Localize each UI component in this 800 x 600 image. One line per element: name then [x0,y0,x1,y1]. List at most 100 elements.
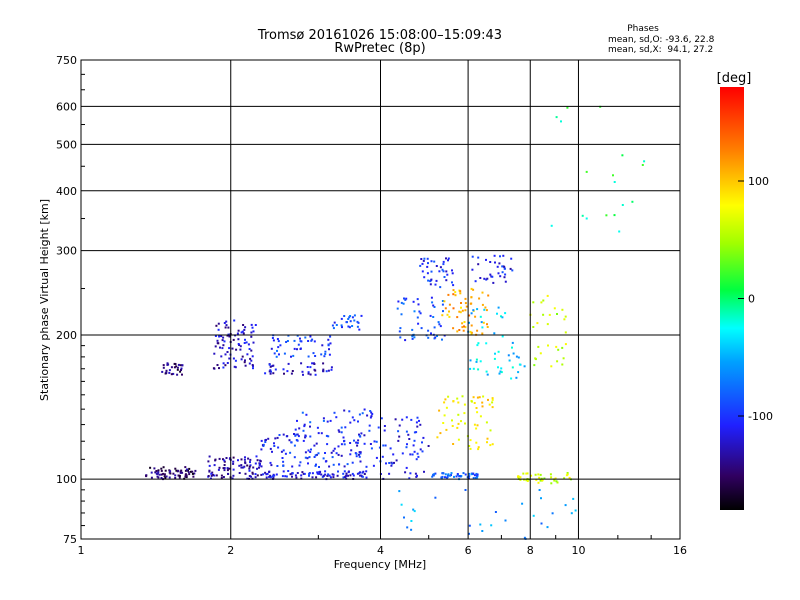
scatter-point [160,469,163,472]
scatter-point [482,395,485,398]
scatter-point [434,472,437,475]
grid-lines [81,60,680,539]
scatter-point [421,270,424,273]
scatter-point [302,373,304,376]
scatter-point [451,272,454,275]
scatter-point [504,280,507,283]
scatter-point [155,472,158,475]
scatter-point [322,362,325,365]
scatter-point [304,336,307,339]
scatter-point [448,315,451,318]
scatter-point [476,344,479,347]
scatter-point [526,472,529,475]
scatter-point [169,472,172,475]
scatter-point [327,338,330,341]
scatter-point [225,320,228,323]
scatter-point [287,470,290,472]
scatter-point [491,397,494,400]
scatter-point [442,270,445,273]
scatter-point [491,398,494,401]
scatter-point [284,452,287,455]
scatter-point [564,315,567,318]
scatter-point [249,461,251,464]
scatter-point [323,355,326,358]
scatter-point [155,470,158,472]
scatter-point [296,472,299,474]
scatter-point [333,321,336,324]
scatter-point [416,474,418,477]
scatter-point [468,477,470,480]
y-tick-label: 300 [56,245,77,258]
scatter-point [240,458,243,461]
scatter-point [284,475,287,478]
scatter-point [380,417,383,420]
scatter-point [443,414,446,417]
scatter-point [429,314,432,317]
scatter-point [489,444,492,447]
scatter-point [585,217,588,220]
scatter-point [249,458,252,461]
scatter-point [441,338,443,341]
scatter-point [329,335,332,338]
scatter-point [285,341,288,343]
scatter-point [550,365,553,368]
scatter-point [500,315,502,318]
scatter-point [468,445,471,447]
scatter-point [385,462,387,465]
scatter-point [282,470,285,473]
scatter-point [394,418,397,421]
scatter-point [493,357,496,360]
scatter-point [332,449,335,452]
scatter-point [301,471,304,474]
scatter-point [255,455,258,458]
scatter-point [412,300,415,303]
scatter-point [391,462,394,465]
chart-subtitle: RwPretec (8p) [334,41,425,56]
scatter-point [451,269,453,272]
scatter-point [502,265,505,268]
scatter-point [365,470,368,473]
scatter-point [308,474,310,477]
scatter-point [252,341,255,344]
scatter-point [504,519,507,522]
scatter-point [465,305,468,308]
scatter-point [555,480,558,483]
scatter-point [308,472,311,475]
scatter-point [304,434,307,437]
scatter-point [486,323,488,326]
scatter-point [485,309,488,312]
scatter-point [349,442,352,444]
scatter-point [358,453,360,456]
scatter-point [220,335,223,338]
scatter-point [488,403,491,406]
scatter-point [343,443,346,446]
scatter-point [358,328,361,331]
scatter-point [265,473,268,476]
scatter-point [351,472,354,475]
scatter-point [251,471,254,474]
scatter-point [441,300,444,302]
scatter-point [489,261,492,263]
scatter-point [359,460,362,463]
scatter-point [347,318,350,320]
scatter-point [566,472,569,474]
phases-line-o: mean, sd,O: -93.6, 22.8 [608,35,715,45]
scatter-point [533,364,536,367]
scatter-point [160,473,163,476]
scatter-point [322,370,325,373]
scatter-point [490,524,493,527]
scatter-point [360,474,363,477]
scatter-point [307,371,310,374]
scatter-point [340,443,343,446]
scatter-point [217,322,220,325]
scatter-point [289,451,292,454]
scatter-point [462,329,465,332]
scatter-point [218,334,221,337]
scatter-point [303,425,306,428]
scatter-point [325,370,328,373]
scatter-point [341,326,343,329]
scatter-point [250,331,253,334]
scatter-point [251,355,254,358]
scatter-point [276,349,278,352]
scatter-point [433,337,436,340]
